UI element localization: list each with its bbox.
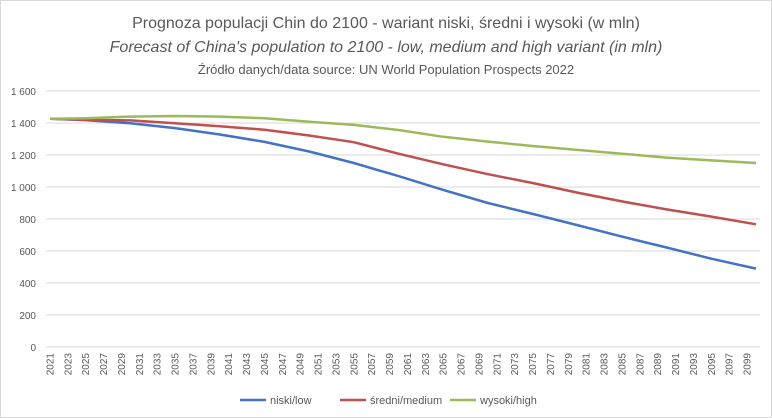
y-tick-label: 800 (19, 215, 36, 226)
y-tick-label: 0 (30, 343, 36, 354)
series-lines (49, 114, 757, 270)
legend-label-0: niski/low (270, 395, 312, 407)
x-tick-label: 2061 (403, 353, 414, 376)
x-axis-ticks: 2021 2023 2025 2027 2029 2031 2033 2035 2037 2039… (46, 353, 754, 376)
x-tick-label: 2059 (385, 353, 396, 376)
x-tick-label: 2071 (492, 353, 503, 376)
y-tick-label: 400 (19, 279, 36, 290)
x-tick-label: 2095 (707, 353, 718, 376)
x-tick-label: 2087 (635, 353, 646, 376)
x-tick-label: 2039 (206, 353, 217, 376)
x-tick-label: 2079 (564, 353, 575, 376)
chart-subtitle: Forecast of China's population to 2100 -… (110, 39, 663, 56)
gridlines (46, 90, 760, 348)
x-tick-label: 2083 (600, 353, 611, 376)
x-tick-label: 2023 (63, 353, 74, 376)
x-tick-label: 2085 (617, 353, 628, 376)
x-tick-label: 2051 (314, 353, 325, 376)
series-line-1 (49, 117, 757, 226)
x-tick-label: 2047 (278, 353, 289, 376)
y-axis-ticks: 0 200 400 600 800 1 000 1 200 1 400 1 600 (11, 87, 36, 354)
series-line-2 (49, 114, 757, 165)
x-tick-label: 2073 (510, 353, 521, 376)
legend-label-2: wysoki/high (479, 395, 537, 407)
x-tick-label: 2067 (457, 353, 468, 376)
x-tick-label: 2045 (260, 353, 271, 376)
legend: niski/low średni/medium wysoki/high (240, 395, 537, 407)
x-tick-label: 2037 (188, 353, 199, 376)
x-tick-label: 2049 (296, 353, 307, 376)
x-tick-label: 2031 (135, 353, 146, 376)
x-tick-label: 2069 (474, 353, 485, 376)
x-tick-label: 2077 (546, 353, 557, 376)
chart-source: Źródło danych/data source: UN World Popu… (198, 62, 574, 77)
x-tick-label: 2035 (171, 353, 182, 376)
x-tick-label: 2021 (46, 353, 57, 376)
chart-title: Prognoza populacji Chin do 2100 - warian… (132, 15, 640, 32)
x-tick-label: 2089 (653, 353, 664, 376)
x-tick-label: 2091 (671, 353, 682, 376)
x-tick-label: 2025 (81, 353, 92, 376)
x-tick-label: 2029 (117, 353, 128, 376)
x-tick-label: 2055 (349, 353, 360, 376)
x-tick-label: 2097 (725, 353, 736, 376)
legend-label-1: średni/medium (370, 395, 442, 407)
x-tick-label: 2053 (331, 353, 342, 376)
x-tick-label: 2033 (153, 353, 164, 376)
x-tick-label: 2081 (582, 353, 593, 376)
x-tick-label: 2075 (528, 353, 539, 376)
series-line-0 (49, 117, 757, 270)
y-tick-label: 1 600 (11, 87, 36, 98)
y-tick-label: 1 200 (11, 151, 36, 162)
x-tick-label: 2043 (242, 353, 253, 376)
x-tick-label: 2027 (99, 353, 110, 376)
x-tick-label: 2063 (421, 353, 432, 376)
x-tick-label: 2065 (439, 353, 450, 376)
y-tick-label: 1 400 (11, 119, 36, 130)
y-tick-label: 200 (19, 311, 36, 322)
x-tick-label: 2099 (743, 353, 754, 376)
y-tick-label: 600 (19, 247, 36, 258)
x-tick-label: 2057 (367, 353, 378, 376)
y-tick-label: 1 000 (11, 183, 36, 194)
x-tick-label: 2093 (689, 353, 700, 376)
x-tick-label: 2041 (224, 353, 235, 376)
